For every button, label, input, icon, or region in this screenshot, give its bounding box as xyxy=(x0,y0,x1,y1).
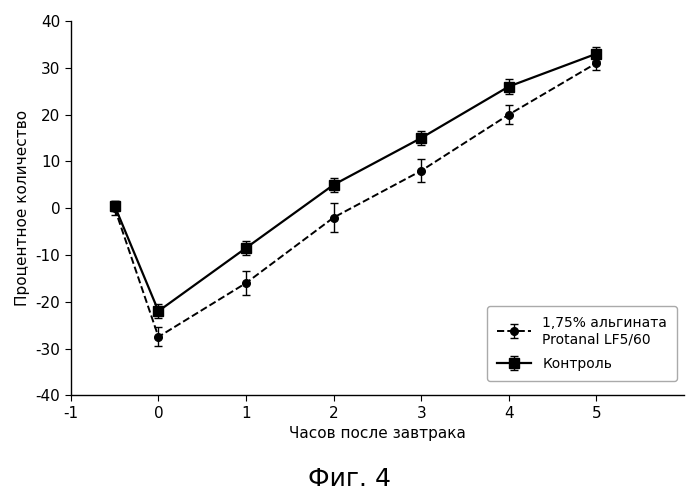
Text: Фиг. 4: Фиг. 4 xyxy=(308,467,391,491)
X-axis label: Часов после завтрака: Часов после завтрака xyxy=(289,427,466,441)
Legend: 1,75% альгината
Protanal LF5/60, Контроль: 1,75% альгината Protanal LF5/60, Контрол… xyxy=(487,306,677,381)
Y-axis label: Процентное количество: Процентное количество xyxy=(15,110,30,306)
